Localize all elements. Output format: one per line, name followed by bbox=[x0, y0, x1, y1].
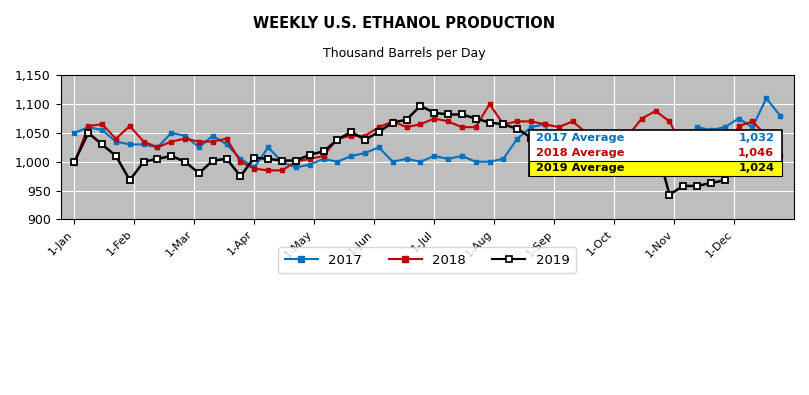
Text: 1,046: 1,046 bbox=[738, 148, 774, 158]
Text: 2017 Average: 2017 Average bbox=[536, 133, 625, 143]
FancyBboxPatch shape bbox=[528, 161, 781, 176]
Text: 1,024: 1,024 bbox=[738, 164, 774, 173]
Text: 1,032: 1,032 bbox=[738, 133, 774, 143]
FancyBboxPatch shape bbox=[528, 130, 781, 176]
Legend: 2017, 2018, 2019: 2017, 2018, 2019 bbox=[278, 247, 576, 273]
Text: Thousand Barrels per Day: Thousand Barrels per Day bbox=[323, 47, 486, 60]
Text: 2018 Average: 2018 Average bbox=[536, 148, 625, 158]
Text: 2019 Average: 2019 Average bbox=[536, 164, 625, 173]
Text: WEEKLY U.S. ETHANOL PRODUCTION: WEEKLY U.S. ETHANOL PRODUCTION bbox=[253, 16, 556, 31]
